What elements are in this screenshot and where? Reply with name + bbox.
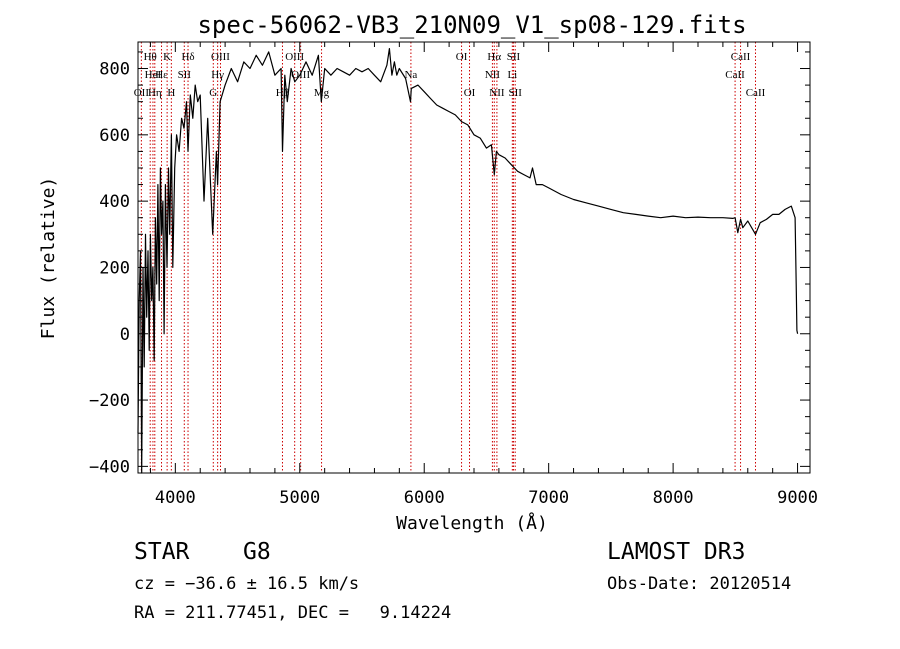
x-axis-label: Wavelength (Å)	[396, 512, 548, 534]
y-tick-label-2: 0	[120, 325, 130, 345]
obs-date: Obs-Date: 20120514	[607, 574, 792, 594]
line-label-0: Hθ	[144, 51, 157, 63]
line-label-20: NII	[485, 69, 501, 81]
line-label-16: Na	[404, 69, 417, 81]
line-label-25: CaII	[731, 51, 751, 63]
line-label-1: HeI	[145, 69, 162, 81]
x-tick-label-5: 9000	[777, 488, 818, 508]
line-label-11: G	[209, 87, 217, 99]
x-axis: 4000 5000 6000 7000 8000 9000	[149, 42, 818, 508]
y-tick-label-5: 600	[99, 126, 130, 146]
line-label-7: H	[167, 87, 175, 99]
spectrum-line	[137, 47, 799, 474]
spectrum-chart: spec-56062-VB3_210N09_V1_sp08-129.fits H…	[38, 11, 818, 534]
y-axis: −400 −200 0 200 400 600 800	[89, 51, 810, 477]
line-label-22: SII	[507, 51, 521, 63]
y-tick-label-0: −400	[89, 457, 130, 477]
survey-label: LAMOST DR3	[607, 539, 746, 565]
x-tick-label-2: 6000	[404, 488, 445, 508]
spectrum-series	[137, 47, 799, 474]
line-label-18: OI	[464, 87, 476, 99]
spectral-line-markers	[140, 42, 756, 473]
line-label-3: Hη	[148, 87, 162, 99]
line-label-10: Hγ	[211, 69, 224, 81]
line-label-9: OIII	[211, 51, 230, 63]
line-label-17: OI	[456, 51, 468, 63]
y-tick-label-3: 200	[99, 258, 130, 278]
plot-frame	[137, 41, 811, 474]
x-tick-label-0: 4000	[155, 488, 196, 508]
line-label-23: Li	[507, 69, 517, 81]
redshift-cz: cz = −36.6 ± 16.5 km/s	[134, 574, 360, 594]
line-label-12: OIII	[285, 51, 304, 63]
y-tick-label-4: 400	[99, 192, 130, 212]
line-label-27: CaII	[746, 87, 766, 99]
line-label-21: NII	[489, 87, 505, 99]
coordinates: RA = 211.77451, DEC = 9.14224	[134, 603, 452, 623]
subclass-label: G8	[243, 539, 271, 565]
x-tick-label-1: 5000	[279, 488, 320, 508]
line-label-19: Hα	[487, 51, 501, 63]
line-label-6: SII	[178, 69, 192, 81]
y-axis-label: Flux (relative)	[38, 177, 59, 340]
y-tick-label-1: −200	[89, 391, 130, 411]
class-label: STAR	[134, 539, 190, 565]
x-tick-label-3: 7000	[528, 488, 569, 508]
y-tick-label-6: 800	[99, 60, 130, 80]
line-label-13: OIII	[291, 69, 310, 81]
line-label-8: Hδ	[181, 51, 194, 63]
line-label-24: SII	[508, 87, 522, 99]
line-label-5: Hε	[155, 69, 168, 81]
line-label-26: CaII	[725, 69, 745, 81]
x-tick-label-4: 8000	[653, 488, 694, 508]
chart-title: spec-56062-VB3_210N09_V1_sp08-129.fits	[197, 11, 746, 39]
line-label-4: K	[163, 51, 171, 63]
